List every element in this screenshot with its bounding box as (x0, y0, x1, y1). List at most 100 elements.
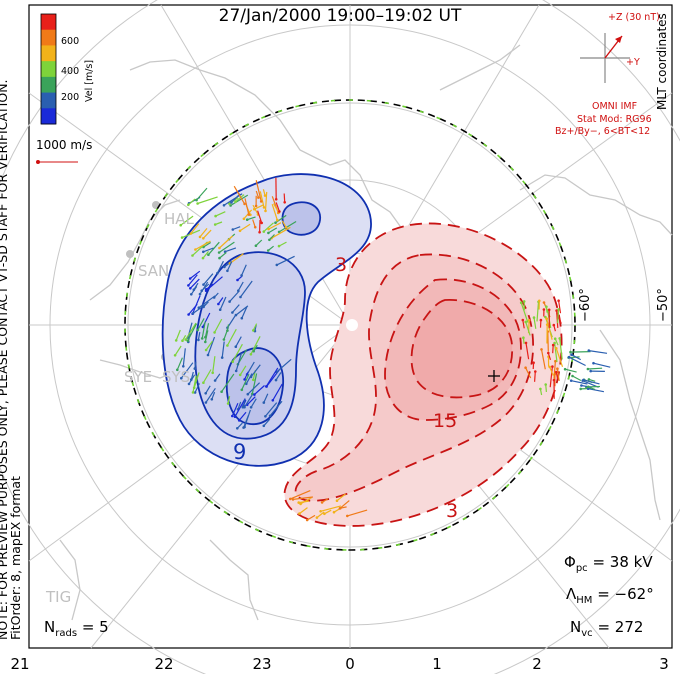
velocity-vector-origin (213, 223, 217, 226)
velocity-vector-origin (190, 293, 193, 296)
velocity-vector-origin (542, 308, 546, 311)
velocity-vector (247, 382, 261, 395)
velocity-vector-origin (191, 391, 195, 394)
velocity-vector (570, 351, 591, 353)
velocity-vector-origin (234, 200, 237, 203)
velocity-vector-origin (579, 387, 582, 391)
velocity-vector-origin (289, 497, 292, 501)
velocity-vector (203, 273, 214, 285)
velocity-vector-origin (217, 302, 220, 306)
velocity-vector (536, 301, 540, 322)
velocity-vector (554, 342, 558, 363)
station-san: SAN (138, 262, 170, 280)
velocity-vector-origin (186, 339, 190, 343)
velocity-vector (556, 368, 560, 382)
velocity-vector-origin (237, 419, 241, 422)
lat-label-50: −50° (656, 288, 671, 322)
velocity-vector (226, 314, 237, 329)
velocity-vector-origin (179, 223, 182, 227)
velocity-vector-origin (587, 349, 591, 352)
velocity-vector-origin (191, 312, 195, 315)
velocity-vector-origin (335, 499, 339, 503)
velocity-vector (203, 247, 214, 253)
velocity-vector (218, 241, 235, 253)
velocity-vector-origin (570, 353, 573, 357)
velocity-vector-origin (262, 206, 266, 209)
velocity-vector-origin (206, 353, 210, 357)
velocity-vector (276, 358, 292, 373)
velocity-vector-origin (553, 337, 557, 341)
velocity-vector (552, 345, 554, 354)
velocity-vector-origin (222, 338, 226, 341)
velocity-vector (205, 340, 213, 351)
velocity-vector-origin (587, 385, 590, 389)
velocity-vector-origin (243, 202, 246, 206)
velocity-vector (336, 493, 346, 502)
velocity-vector (201, 321, 206, 339)
velocity-vector (174, 345, 182, 356)
vel-tick-600: 600 (61, 36, 80, 47)
hm-boundary-green (124, 99, 576, 551)
velocity-vector-origin (207, 253, 210, 256)
velocity-vector (587, 367, 603, 370)
velocity-vector (226, 261, 233, 272)
velocity-vector (534, 371, 536, 382)
velocity-vector-origin (200, 337, 204, 340)
velocity-vector-origin (524, 341, 528, 345)
colorbar-segment (41, 108, 56, 125)
velocity-vector-origin (252, 378, 255, 382)
velocity-vector-origin (569, 350, 572, 354)
velocity-vector-origin (201, 256, 205, 260)
velocity-vector-origin (542, 301, 546, 304)
velocity-vector-origin (558, 337, 561, 340)
velocity-vector-origin (592, 361, 595, 365)
velocity-vector-origin (522, 300, 526, 303)
mlt-tick-21: 21 (10, 655, 30, 673)
velocity-vector-origin (522, 336, 525, 340)
velocity-vector (221, 341, 225, 358)
velocity-vector-origin (202, 305, 205, 309)
velocity-vector (264, 191, 268, 211)
velocity-vector-origin (553, 341, 556, 345)
velocity-vector (190, 223, 200, 234)
velocity-vector-origin (180, 236, 184, 239)
velocity-vector-origin (231, 414, 234, 418)
velocity-vectors (173, 177, 611, 522)
velocity-vector-origin (236, 278, 239, 282)
velocity-vector-origin (346, 514, 349, 518)
velocity-vector (218, 235, 233, 249)
velocity-vector (259, 191, 265, 208)
velocity-vector-origin (223, 265, 226, 269)
velocity-vector-origin (253, 393, 256, 396)
velocity-vector-origin (586, 387, 590, 391)
velocity-vector (197, 331, 201, 341)
station-sye: SYE (124, 368, 153, 386)
mlt-tick-23: 23 (252, 655, 272, 673)
velocity-vector-origin (545, 305, 548, 309)
velocity-vector-origin (173, 354, 177, 357)
velocity-vector (549, 366, 554, 376)
velocity-vector-origin (277, 244, 281, 248)
colorbar-segment (41, 45, 56, 62)
velocity-vector (559, 338, 563, 360)
velocity-vector (235, 336, 242, 347)
velocity-vector (257, 210, 263, 224)
velocity-vector-origin (217, 251, 221, 254)
velocity-vector (203, 241, 212, 248)
velocity-vector (223, 329, 228, 340)
velocity-vector-origin (213, 379, 217, 382)
velocity-vector (555, 348, 564, 367)
velocity-vector (237, 401, 242, 410)
velocity-vector-origin (192, 288, 196, 292)
velocity-vector (239, 223, 251, 232)
velocity-vector (254, 204, 264, 210)
velocity-vector (202, 229, 212, 239)
velocity-vector-origin (263, 194, 267, 197)
velocity-vector-origin (187, 203, 190, 207)
velocity-vector-origin (555, 309, 558, 312)
stat-nrads: Nrads = 5 (44, 618, 109, 639)
velocity-vector-origin (251, 392, 254, 396)
velocity-vector-origin (202, 250, 205, 254)
velocity-vector (202, 251, 209, 259)
